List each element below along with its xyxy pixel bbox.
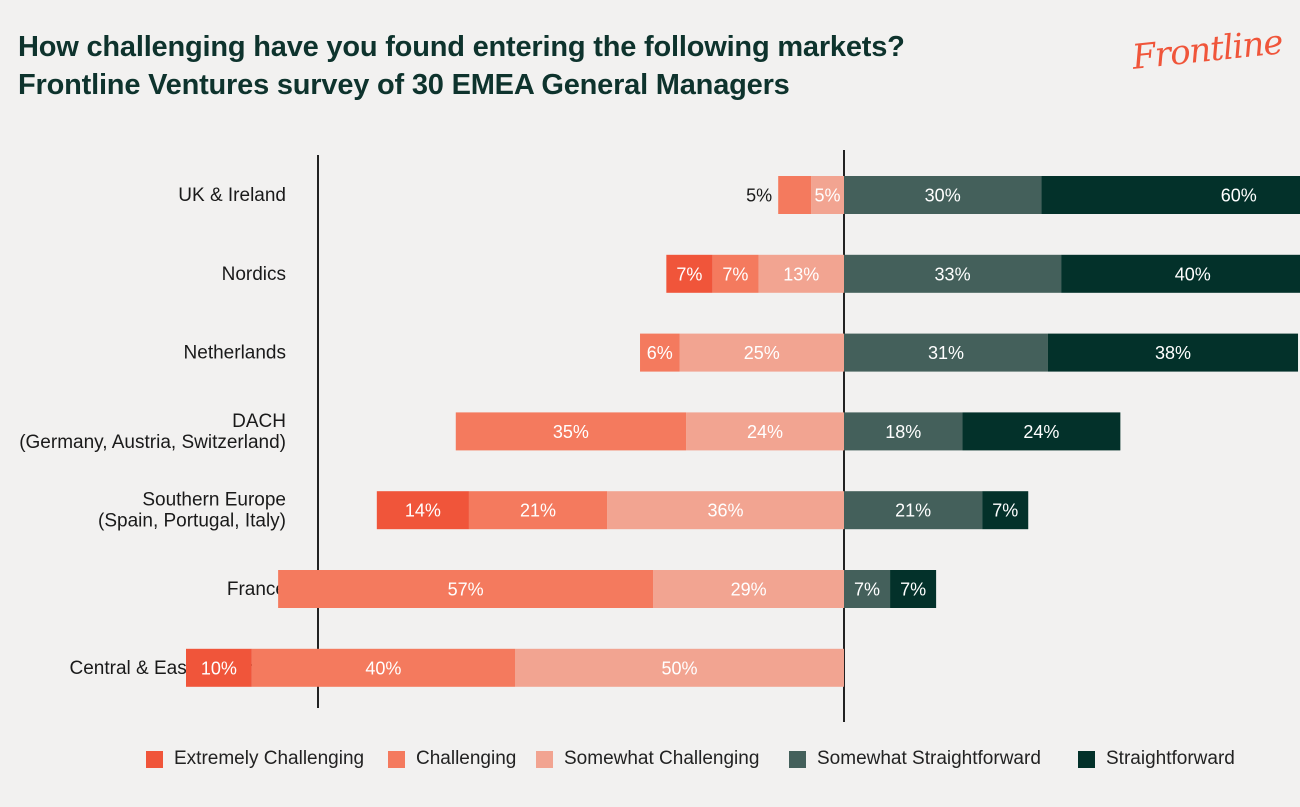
data-label: 24% bbox=[747, 422, 783, 442]
category-label: (Spain, Portugal, Italy) bbox=[98, 511, 286, 532]
data-label: 7% bbox=[722, 264, 748, 284]
data-label: 18% bbox=[885, 422, 921, 442]
data-label: 24% bbox=[1023, 422, 1059, 442]
bar-segment bbox=[607, 491, 844, 530]
bar-segment bbox=[640, 333, 680, 372]
data-label: 10% bbox=[201, 658, 237, 678]
title-line-2: Frontline Ventures survey of 30 EMEA Gen… bbox=[18, 69, 790, 101]
bar-segment bbox=[515, 648, 844, 687]
data-label: 40% bbox=[1175, 264, 1211, 284]
data-label: 35% bbox=[553, 422, 589, 442]
category-label: (Germany, Austria, Switzerland) bbox=[19, 432, 286, 453]
data-label: 14% bbox=[405, 501, 441, 521]
data-label: 13% bbox=[783, 264, 819, 284]
bar-segment bbox=[844, 176, 1042, 214]
bar-segment bbox=[844, 333, 1048, 372]
category-label: Netherlands bbox=[184, 343, 286, 364]
bar-segment bbox=[251, 648, 516, 687]
legend-swatch bbox=[1078, 750, 1095, 768]
bar-segment bbox=[666, 254, 713, 293]
bar-segment bbox=[376, 491, 469, 530]
bar-segment bbox=[186, 648, 252, 687]
category-label: Nordics bbox=[222, 264, 286, 285]
legend-swatch bbox=[536, 750, 553, 768]
data-label: 5% bbox=[746, 186, 772, 206]
bar-segment bbox=[758, 254, 844, 293]
bar-segment bbox=[982, 491, 1029, 530]
data-label: 40% bbox=[365, 658, 401, 678]
bar-segment bbox=[844, 412, 963, 451]
category-label: DACH bbox=[232, 411, 286, 432]
chart-title: How challenging have you found entering … bbox=[18, 28, 905, 104]
data-label: 25% bbox=[744, 343, 780, 363]
chart-legend: Extremely Challenging Challenging Somewhat… bbox=[0, 748, 1300, 774]
data-label: 7% bbox=[900, 580, 926, 600]
data-label: 21% bbox=[520, 501, 556, 521]
bar-segment bbox=[1047, 333, 1299, 372]
bar-segment bbox=[278, 570, 654, 608]
data-label: 60% bbox=[1221, 186, 1257, 206]
bar-segment bbox=[844, 491, 983, 530]
legend-label: Straightforward bbox=[1106, 748, 1235, 769]
bar-segment bbox=[653, 570, 844, 608]
data-label: 36% bbox=[708, 501, 744, 521]
data-label: 7% bbox=[676, 264, 702, 284]
legend-label: Challenging bbox=[416, 748, 517, 769]
data-label: 7% bbox=[854, 580, 880, 600]
bar-segment bbox=[844, 254, 1062, 293]
bar-segment bbox=[679, 333, 844, 372]
title-line-1: How challenging have you found entering … bbox=[18, 31, 905, 63]
legend-item: Somewhat Straightforward bbox=[789, 748, 1041, 770]
legend-label: Extremely Challenging bbox=[174, 748, 365, 769]
data-label: 21% bbox=[895, 501, 931, 521]
bar-segment bbox=[468, 491, 608, 530]
category-label: Southern Europe bbox=[142, 490, 286, 511]
legend-item: Extremely Challenging bbox=[146, 748, 364, 770]
data-label: 6% bbox=[647, 343, 673, 363]
bar-segment bbox=[712, 254, 759, 293]
data-label: 31% bbox=[928, 343, 964, 363]
legend-swatch bbox=[388, 750, 405, 768]
legend-label: Somewhat Straightforward bbox=[817, 748, 1041, 769]
data-label: 57% bbox=[448, 580, 484, 600]
legend-item: Somewhat Challenging bbox=[536, 748, 759, 770]
category-label: UK & Ireland bbox=[178, 185, 286, 206]
legend-swatch bbox=[789, 750, 806, 768]
bar-segment bbox=[811, 176, 844, 214]
category-label: France bbox=[227, 579, 286, 600]
data-label: 33% bbox=[935, 264, 971, 284]
legend-swatch bbox=[146, 750, 163, 768]
bar-segment bbox=[962, 412, 1121, 451]
data-label: 50% bbox=[661, 658, 697, 678]
legend-label: Somewhat Challenging bbox=[564, 748, 760, 769]
bar-segment bbox=[890, 570, 937, 608]
data-label: 7% bbox=[992, 501, 1018, 521]
bar-segment bbox=[1061, 254, 1300, 293]
legend-item: Challenging bbox=[388, 748, 516, 770]
data-label: 29% bbox=[731, 580, 767, 600]
bar-segment bbox=[1041, 176, 1300, 214]
data-label: 30% bbox=[925, 186, 961, 206]
bar-segment bbox=[778, 176, 812, 214]
bar-segment bbox=[844, 570, 891, 608]
bar-segment bbox=[455, 412, 687, 451]
data-label: 38% bbox=[1155, 343, 1191, 363]
legend-item: Straightforward bbox=[1078, 748, 1235, 770]
data-label: 5% bbox=[815, 186, 841, 206]
bar-segment bbox=[686, 412, 844, 451]
